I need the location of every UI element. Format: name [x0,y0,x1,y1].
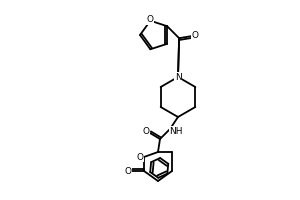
Text: O: O [124,166,131,176]
Text: O: O [147,15,154,24]
Text: O: O [136,152,143,162]
Text: N: N [175,72,182,82]
Text: NH: NH [169,127,183,136]
Text: O: O [192,31,199,40]
Text: O: O [142,128,149,136]
